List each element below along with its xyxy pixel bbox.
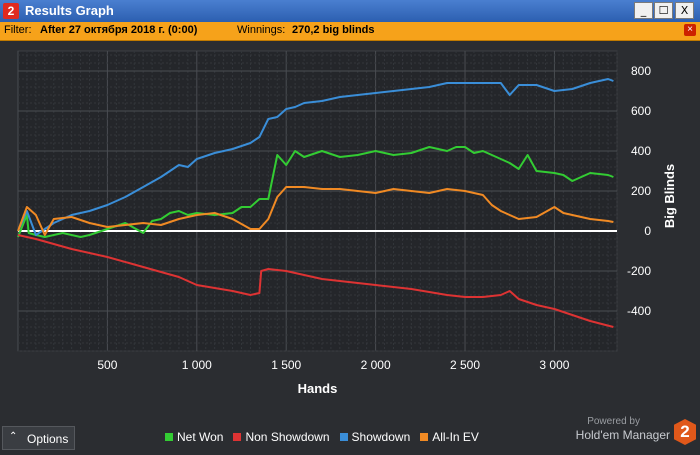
legend-label: All-In EV <box>432 430 479 444</box>
y-tick-label: 400 <box>631 144 651 158</box>
y-tick-label: 800 <box>631 64 651 78</box>
y-tick-label: 600 <box>631 104 651 118</box>
minimize-button[interactable]: _ <box>634 2 653 19</box>
maximize-button[interactable]: ☐ <box>654 2 673 19</box>
legend-swatch <box>339 433 348 441</box>
window-title: Results Graph <box>25 3 114 18</box>
filter-close-icon[interactable]: × <box>684 24 696 36</box>
y-tick-label: 200 <box>631 184 651 198</box>
x-tick-label: 3 000 <box>539 358 569 372</box>
hm2-badge-icon: 2 <box>674 419 696 445</box>
legend-item[interactable]: Showdown <box>339 430 411 444</box>
filter-bar: Filter: After 27 октября 2018 г. (0:00) … <box>0 22 700 41</box>
series-line-showdown <box>17 78 614 236</box>
y-axis-label: Big Blinds <box>662 164 677 228</box>
powered-by-text: Powered by <box>587 416 640 427</box>
legend-item[interactable]: Net Won <box>165 430 223 444</box>
series-line-net-won <box>17 146 614 238</box>
x-tick-label: 500 <box>97 358 117 372</box>
winnings-value: 270,2 big blinds <box>292 24 375 36</box>
close-button[interactable]: X <box>675 2 694 19</box>
legend-label: Net Won <box>177 430 224 444</box>
legend-label: Non Showdown <box>245 430 330 444</box>
filter-label: Filter: <box>4 24 32 36</box>
series-line-non-showdown <box>17 234 614 328</box>
results-chart: 500 1 000 1 500 2 000 2 500 3 000 800 600 400 200… <box>17 50 677 396</box>
chevron-up-icon: ⌃ <box>9 431 18 442</box>
brand-name: Hold'em Manager <box>575 428 670 442</box>
y-tick-label: -400 <box>627 304 651 318</box>
legend-swatch <box>165 433 173 441</box>
holdem-manager-logo: Powered by Hold'em Manager 2 <box>530 414 700 450</box>
legend-item[interactable]: All-In EV <box>420 430 479 444</box>
options-label: Options <box>27 432 69 446</box>
options-button[interactable]: ⌃ Options <box>2 426 75 450</box>
x-tick-label: 1 000 <box>182 358 212 372</box>
y-tick-label: 0 <box>644 224 651 238</box>
title-bar: 2 Results Graph _ ☐ X <box>0 0 700 23</box>
legend-swatch <box>420 433 429 441</box>
legend-label: Showdown <box>351 430 411 444</box>
x-tick-label: 2 500 <box>450 358 480 372</box>
winnings-label: Winnings: <box>237 24 286 36</box>
y-tick-label: -200 <box>627 264 651 278</box>
app-logo-icon: 2 <box>3 3 19 19</box>
legend-swatch <box>233 433 242 441</box>
filter-value: After 27 октября 2018 г. (0:00) <box>40 24 198 36</box>
x-tick-label: 1 500 <box>271 358 301 372</box>
series-line-all-in-ev <box>17 186 614 236</box>
legend-item[interactable]: Non Showdown <box>233 430 330 444</box>
x-axis-label: Hands <box>298 381 338 396</box>
chart-legend: Net Won Non Showdown Showdown All-In EV <box>165 430 489 444</box>
x-tick-label: 2 000 <box>361 358 391 372</box>
